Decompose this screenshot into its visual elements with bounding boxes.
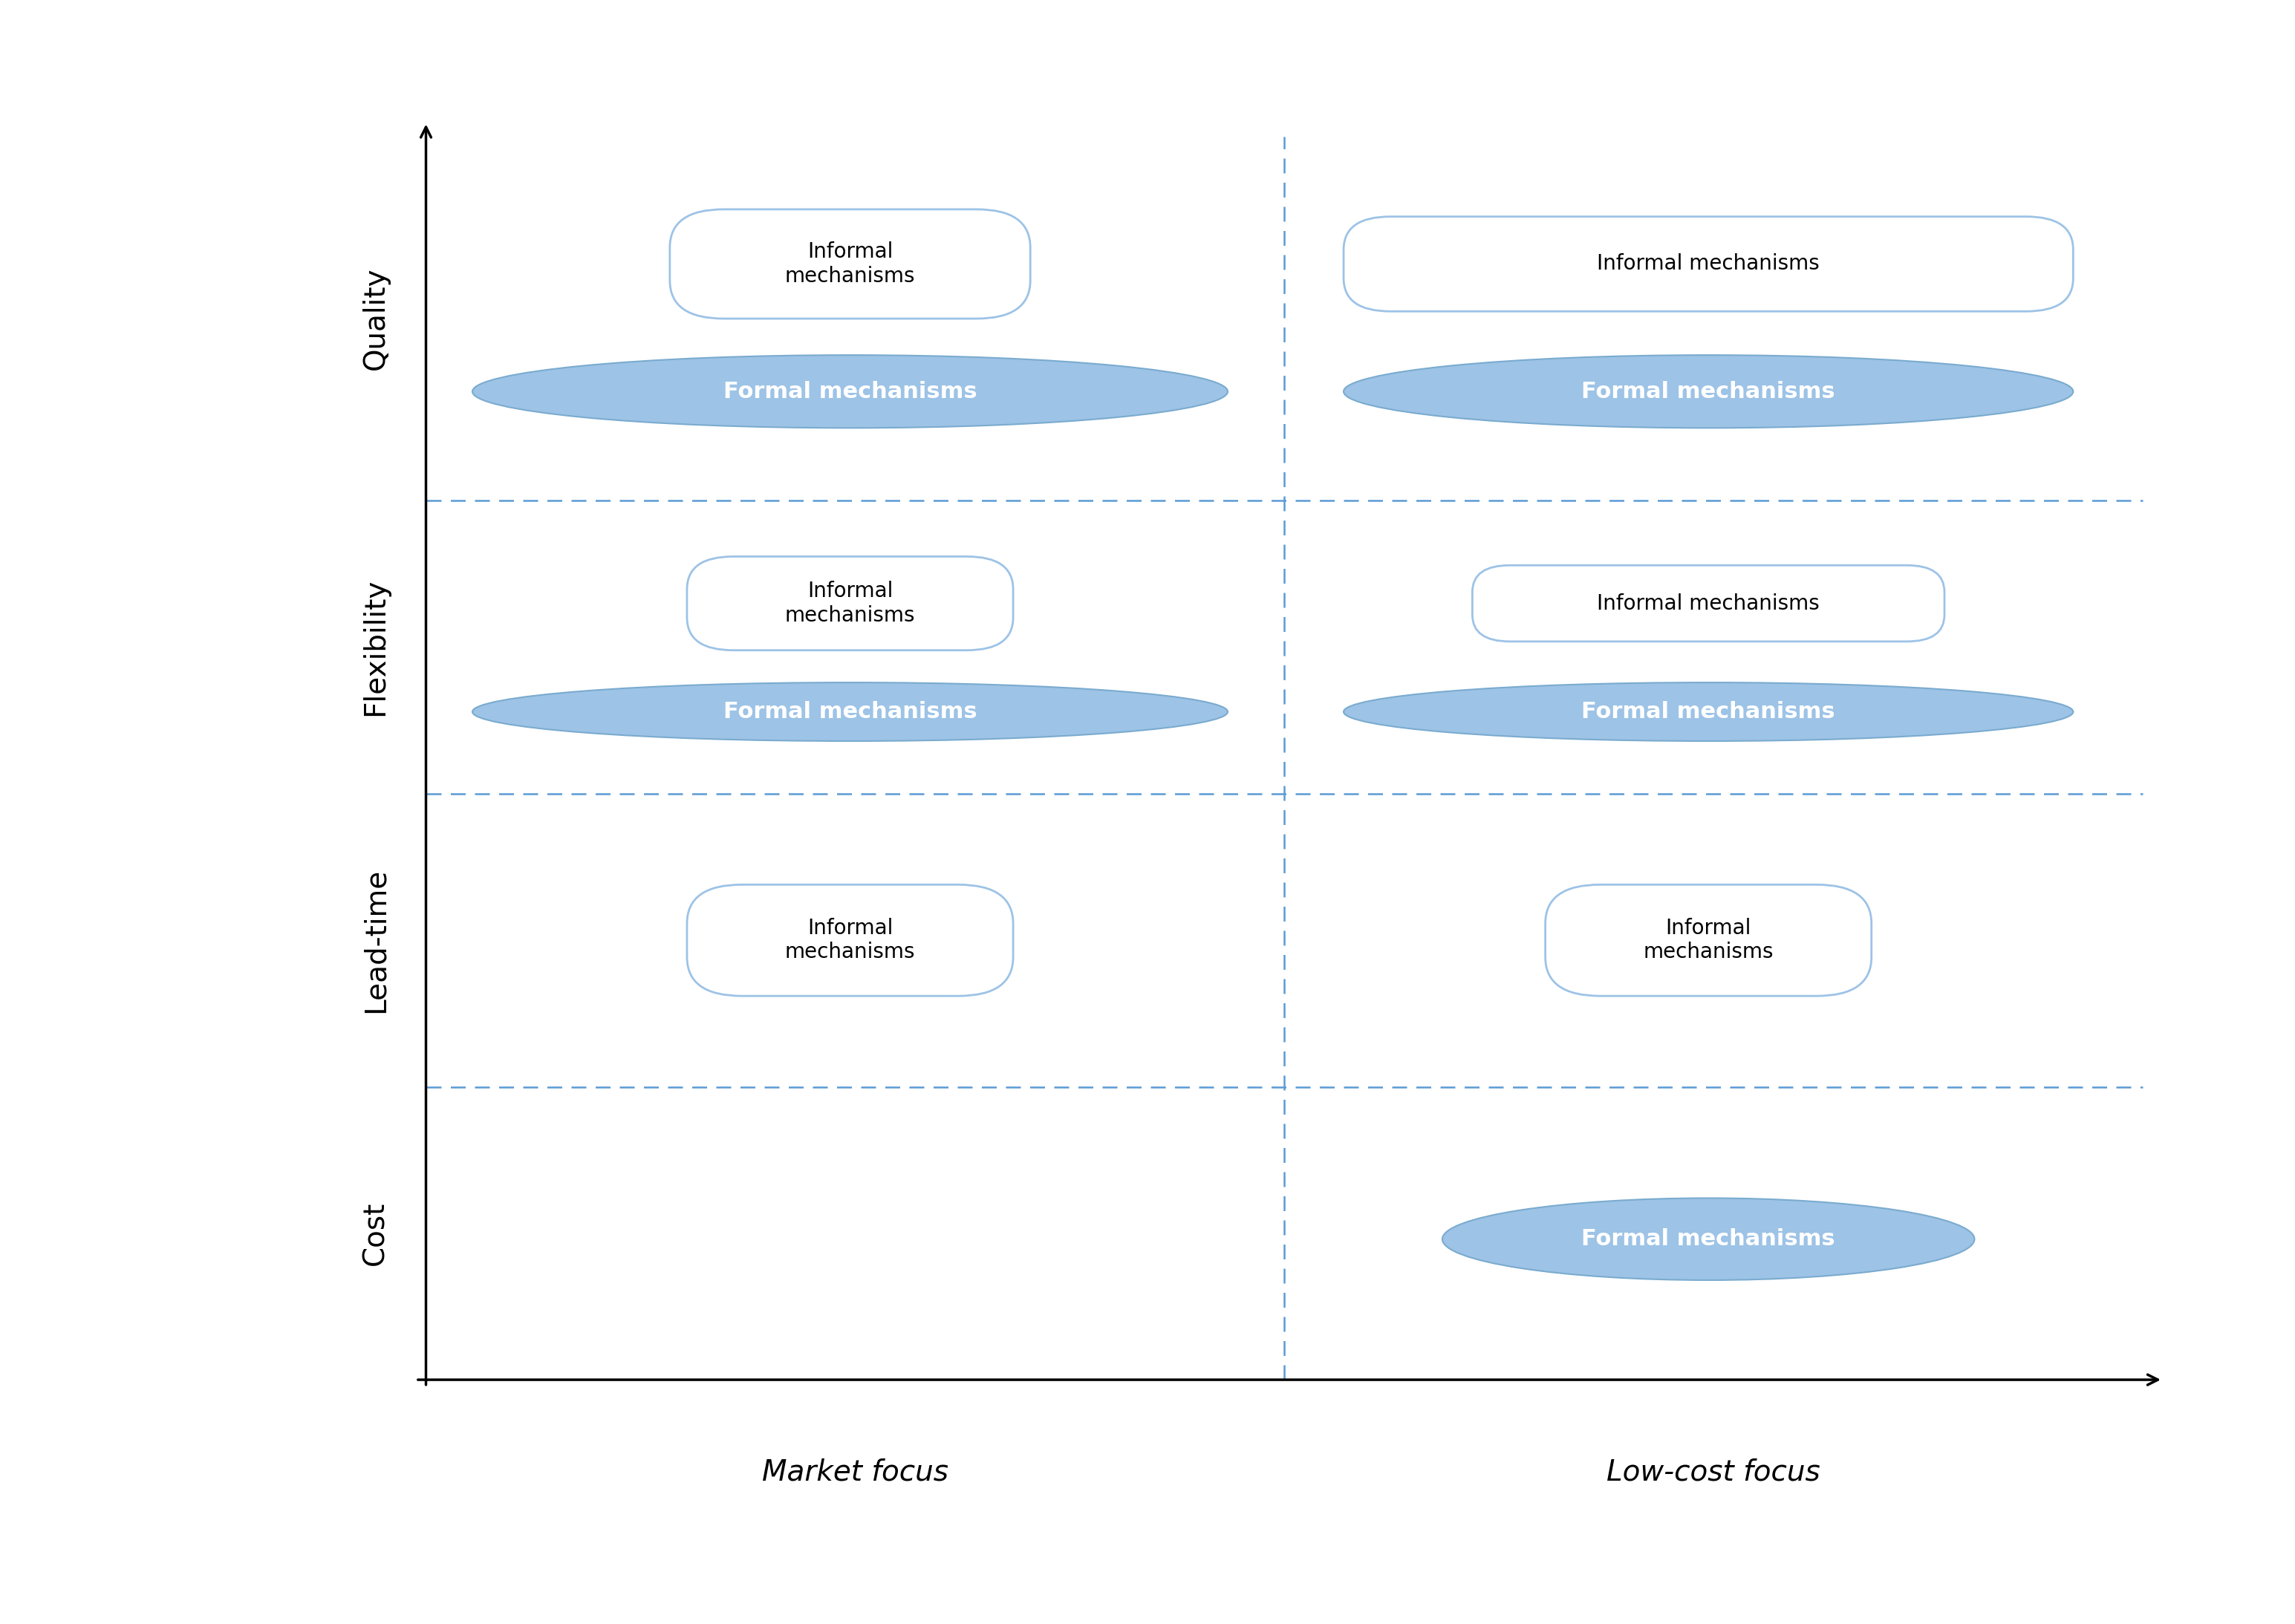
Text: Formal mechanisms: Formal mechanisms [723, 380, 978, 403]
Text: Low-cost focus: Low-cost focus [1606, 1458, 1820, 1486]
Text: Informal mechanisms: Informal mechanisms [1597, 593, 1820, 614]
FancyBboxPatch shape [1473, 565, 1944, 641]
Text: Formal mechanisms: Formal mechanisms [723, 702, 978, 723]
Text: Formal mechanisms: Formal mechanisms [1581, 702, 1836, 723]
Text: Informal
mechanisms: Informal mechanisms [785, 242, 916, 286]
Text: Cost: Cost [360, 1202, 390, 1265]
FancyBboxPatch shape [1545, 885, 1870, 996]
Text: Informal mechanisms: Informal mechanisms [1597, 253, 1820, 274]
Text: Informal
mechanisms: Informal mechanisms [785, 918, 916, 963]
Text: Formal mechanisms: Formal mechanisms [1581, 1228, 1836, 1250]
Text: Lead-time: Lead-time [360, 867, 390, 1013]
Ellipse shape [1441, 1199, 1974, 1280]
Text: Quality: Quality [360, 268, 390, 370]
FancyBboxPatch shape [670, 209, 1030, 318]
Ellipse shape [473, 356, 1228, 429]
Text: Flexibility: Flexibility [360, 578, 390, 716]
Ellipse shape [1343, 682, 2072, 741]
FancyBboxPatch shape [1343, 216, 2072, 312]
FancyBboxPatch shape [686, 557, 1012, 650]
Text: Informal
mechanisms: Informal mechanisms [1643, 918, 1774, 963]
FancyBboxPatch shape [686, 885, 1012, 996]
Text: Market focus: Market focus [762, 1458, 948, 1486]
Ellipse shape [473, 682, 1228, 741]
Ellipse shape [1343, 356, 2072, 429]
Text: Formal mechanisms: Formal mechanisms [1581, 380, 1836, 403]
Text: Informal
mechanisms: Informal mechanisms [785, 581, 916, 625]
